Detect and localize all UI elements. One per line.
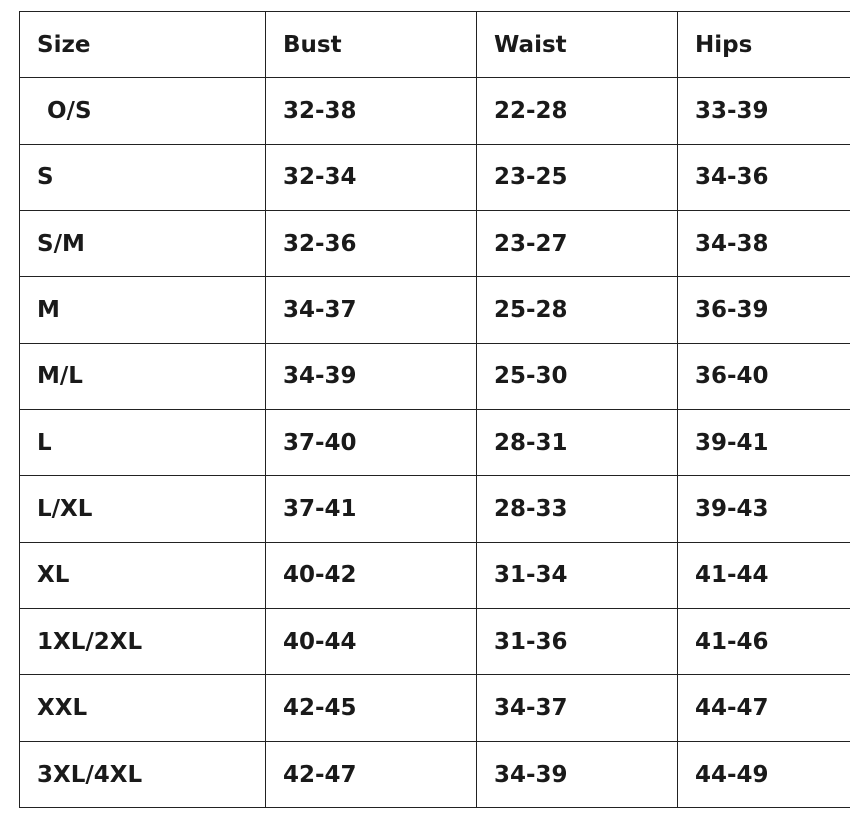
table-cell: 39-41 bbox=[677, 408, 850, 476]
table-cell: 34-37 bbox=[476, 674, 677, 741]
table-cell: 23-27 bbox=[476, 209, 677, 277]
table-cell: S bbox=[19, 143, 265, 210]
table-cell: 23-25 bbox=[476, 143, 677, 210]
table-cell: M bbox=[19, 276, 265, 343]
header-cell: Bust bbox=[265, 11, 476, 78]
table-cell: 31-34 bbox=[476, 541, 677, 608]
table-cell: 34-39 bbox=[476, 740, 677, 809]
table-cell: 44-49 bbox=[677, 740, 850, 809]
table-cell: 1XL/2XL bbox=[19, 607, 265, 675]
table-cell: 32-36 bbox=[265, 209, 476, 277]
table-cell: 34-38 bbox=[677, 209, 850, 277]
table-cell: 25-30 bbox=[476, 342, 677, 409]
table-cell: 36-40 bbox=[677, 342, 850, 409]
table-cell: O/S bbox=[19, 77, 265, 144]
table-cell: 31-36 bbox=[476, 607, 677, 675]
table-cell: XXL bbox=[19, 674, 265, 741]
table-cell: 32-38 bbox=[265, 77, 476, 144]
table-cell: 34-37 bbox=[265, 276, 476, 343]
table-cell: 34-36 bbox=[677, 143, 850, 210]
header-cell: Size bbox=[19, 11, 265, 78]
table-cell: 40-44 bbox=[265, 607, 476, 675]
table-cell: 41-44 bbox=[677, 541, 850, 608]
table-cell: 37-40 bbox=[265, 408, 476, 476]
table-cell: 32-34 bbox=[265, 143, 476, 210]
table-cell: S/M bbox=[19, 209, 265, 277]
table-cell: 42-47 bbox=[265, 740, 476, 809]
header-cell: Waist bbox=[476, 11, 677, 78]
table-cell: 28-33 bbox=[476, 475, 677, 542]
table-cell: 34-39 bbox=[265, 342, 476, 409]
table-cell: 42-45 bbox=[265, 674, 476, 741]
table-cell: 44-47 bbox=[677, 674, 850, 741]
table-cell: 28-31 bbox=[476, 408, 677, 476]
table-cell: L/XL bbox=[19, 475, 265, 542]
table-cell: 39-43 bbox=[677, 475, 850, 542]
table-cell: 40-42 bbox=[265, 541, 476, 608]
table-cell: 41-46 bbox=[677, 607, 850, 675]
table-cell: 33-39 bbox=[677, 77, 850, 144]
table-cell: 36-39 bbox=[677, 276, 850, 343]
table-cell: 37-41 bbox=[265, 475, 476, 542]
table-cell: 3XL/4XL bbox=[19, 740, 265, 809]
table-cell: XL bbox=[19, 541, 265, 608]
header-cell: Hips bbox=[677, 11, 850, 78]
table-cell: M/L bbox=[19, 342, 265, 409]
table-cell: 25-28 bbox=[476, 276, 677, 343]
table-cell: 22-28 bbox=[476, 77, 677, 144]
table-cell: L bbox=[19, 408, 265, 476]
